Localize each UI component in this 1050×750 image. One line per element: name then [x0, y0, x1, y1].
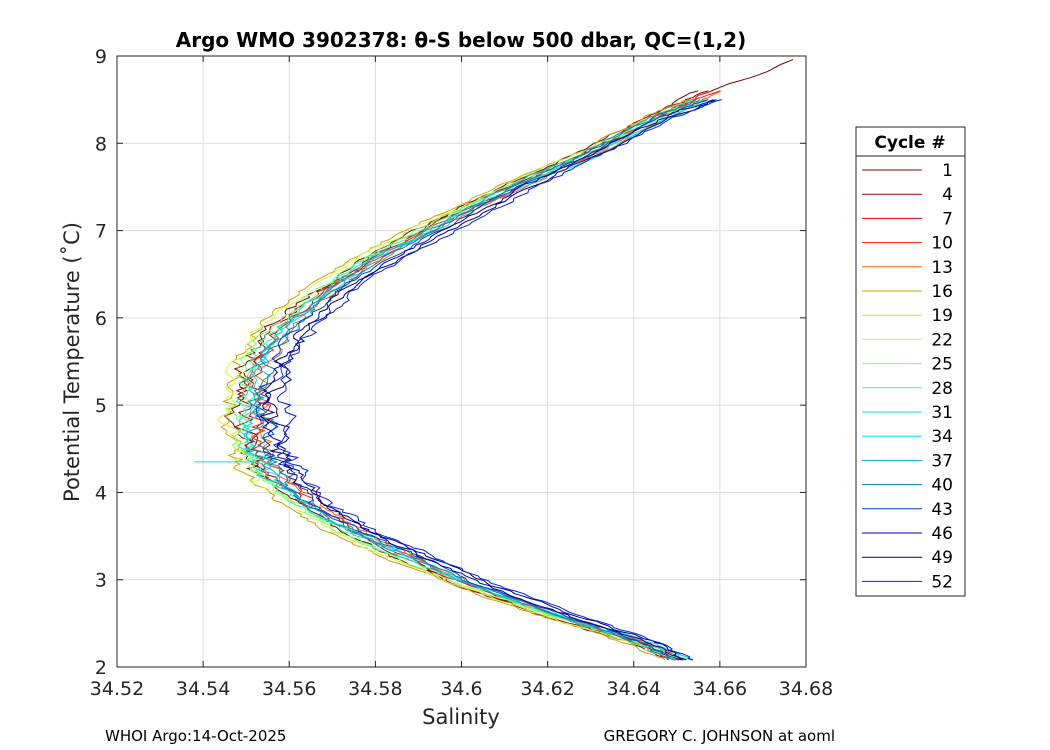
legend-label: 10: [931, 234, 953, 254]
chart-title: Argo WMO 3902378: θ-S below 500 dbar, QC…: [176, 28, 746, 52]
footer-left: WHOI Argo:14-Oct-2025: [105, 727, 286, 745]
x-tick-label: 34.54: [176, 678, 230, 700]
legend-label: 40: [931, 476, 953, 496]
plot-frame: [116, 55, 807, 668]
footer-right: GREGORY C. JOHNSON at aoml: [604, 727, 835, 745]
legend-label: 13: [931, 258, 953, 278]
legend-label: 49: [931, 548, 953, 568]
legend-label: 43: [931, 500, 953, 520]
x-tick-label: 34.6: [440, 678, 482, 700]
legend-label: 16: [931, 282, 953, 302]
profile-line: [259, 99, 714, 661]
legend-label: 19: [931, 306, 953, 326]
legend-label: 46: [931, 524, 953, 544]
legend-box: [855, 126, 966, 597]
profile-line: [711, 59, 794, 92]
y-tick-label: 4: [95, 482, 107, 504]
y-tick-label: 7: [95, 221, 107, 243]
profile-line: [264, 99, 716, 661]
y-tick-labels: 2 3 4 5 6 7 8 9: [95, 46, 107, 679]
y-tick-label: 2: [95, 657, 107, 679]
y-tick-label: 3: [95, 570, 107, 592]
legend-label: 22: [931, 330, 953, 350]
legend-label: 1: [942, 161, 953, 181]
x-axis-label: Salinity: [422, 705, 500, 729]
legend-label: 7: [942, 209, 953, 229]
profile-line: [226, 99, 702, 661]
legend-label: 34: [931, 427, 953, 447]
profile-line: [272, 99, 722, 661]
profile-line: [255, 99, 709, 661]
x-tick-label: 34.56: [262, 678, 316, 700]
x-tick-label: 34.68: [779, 678, 833, 700]
y-axis-label: Potential Temperature (˚C): [60, 222, 84, 502]
legend-label: 37: [931, 451, 953, 471]
x-tick-label: 34.64: [607, 678, 661, 700]
y-tick-label: 6: [95, 308, 107, 330]
x-tick-labels: 34.52 34.54 34.56 34.58 34.6 34.62 34.64 34.66 3…: [90, 678, 833, 700]
legend-label: 4: [942, 185, 953, 205]
legend-label: 31: [931, 403, 953, 423]
x-tick-label: 34.62: [520, 678, 574, 700]
x-tick-label: 34.52: [90, 678, 144, 700]
legend-label: 28: [931, 379, 953, 399]
legend-label: 25: [931, 355, 953, 375]
plot-lines: [194, 59, 794, 661]
y-tick-label: 8: [95, 133, 107, 155]
x-tick-label: 34.66: [693, 678, 747, 700]
y-tick-label: 5: [95, 395, 107, 417]
y-tick-label: 9: [95, 46, 107, 68]
x-tick-label: 34.58: [348, 678, 402, 700]
legend-label: 52: [931, 572, 953, 592]
legend-title: Cycle #: [874, 133, 945, 153]
legend: Cycle # 1 4 7 10 13 16 19 22 25 28 31 34 37 40 43 46 49 5…: [855, 126, 966, 597]
